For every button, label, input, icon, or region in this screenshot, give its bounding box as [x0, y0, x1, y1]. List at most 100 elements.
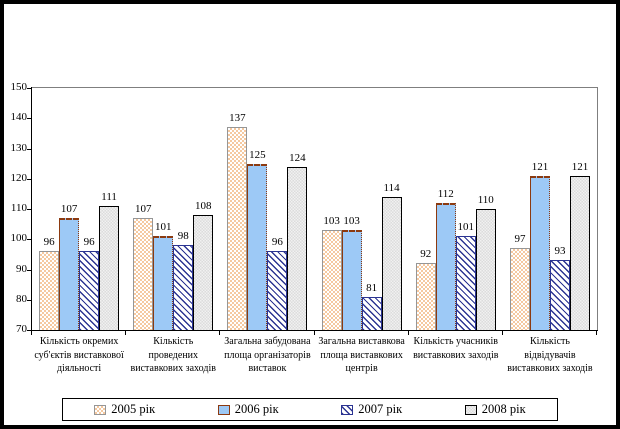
legend-swatch-2008 [464, 404, 477, 415]
y-tick-label-150: 150 [10, 81, 28, 93]
bar-fill-2006 [153, 236, 174, 330]
bar-value-label: 96 [271, 236, 283, 249]
bar-2008-cat2: 108 [193, 200, 214, 330]
bar-value-label: 96 [83, 236, 95, 249]
bar-group-1: 96 107 96 111 [32, 191, 126, 330]
bar-value-label: 101 [457, 221, 475, 234]
legend-label-2005: 2005 рік [111, 402, 156, 416]
category-label-4: Загальна виставкова площа виставкових це… [318, 336, 405, 374]
bar-value-label: 114 [383, 181, 400, 194]
bar-value-label: 98 [177, 230, 189, 243]
y-tick-mark-70 [27, 330, 31, 331]
y-tick-label-80: 80 [16, 292, 27, 305]
bar-2008-cat4: 114 [381, 182, 402, 330]
bar-value-label: 137 [229, 112, 246, 125]
bar-value-label: 103 [343, 215, 360, 228]
bar-fill-2007 [267, 251, 288, 330]
y-tick-mark-100 [27, 239, 31, 241]
bar-value-label: 112 [437, 187, 454, 200]
bar-group-3: 137 125 96 124 [220, 112, 314, 330]
bar-group-6: 97 121 93 121 [503, 161, 597, 330]
bar-value-label: 97 [514, 233, 526, 246]
bar-fill-2006 [529, 175, 550, 330]
bar-2007-cat5: 101 [455, 221, 476, 330]
y-tick-mark-80 [27, 299, 31, 301]
bar-2006-cat3: 125 [247, 149, 268, 330]
x-axis-line [31, 330, 598, 331]
bar-fill-2006 [247, 163, 268, 330]
bar-fill-2005 [321, 230, 342, 330]
bar-2007-cat2: 98 [173, 230, 194, 330]
bar-fill-2007 [455, 236, 476, 330]
y-axis-line [31, 87, 32, 331]
bar-fill-2006 [341, 230, 362, 330]
category-label-6: Кількість відвідувачів виставкових заход… [507, 336, 593, 374]
legend-item-2006: 2006 рік [217, 402, 279, 417]
y-tick-mark-150 [27, 88, 31, 89]
legend-label-2008: 2008 рік [481, 402, 526, 416]
bar-fill-2005 [133, 218, 154, 330]
bar-fill-2008 [193, 215, 214, 330]
bar-value-label: 124 [289, 151, 306, 164]
bar-value-label: 101 [155, 221, 172, 234]
x-tick-mark-0 [31, 331, 32, 335]
legend-item-2008: 2008 рік [464, 402, 526, 417]
legend-swatch-2007 [341, 404, 354, 415]
y-tick-label-110: 110 [10, 202, 27, 214]
bar-value-label: 108 [195, 200, 212, 213]
y-tick-label-90: 90 [16, 262, 27, 275]
bar-fill-2007 [79, 251, 100, 330]
legend-swatch-2006 [217, 404, 230, 415]
bar-2007-cat3: 96 [267, 236, 288, 330]
bar-2008-cat5: 110 [475, 194, 496, 330]
y-tick-label-120: 120 [10, 171, 28, 184]
bar-fill-2007 [361, 296, 382, 330]
bar-2005-cat5: 92 [415, 248, 436, 330]
bar-group-5: 92 112 101 110 [409, 188, 503, 330]
bar-group-2: 107 101 98 108 [126, 200, 220, 330]
bar-fill-2005 [509, 248, 530, 330]
bar-2006-cat4: 103 [341, 215, 362, 330]
legend-item-2007: 2007 рік [341, 402, 402, 417]
bar-2006-cat6: 121 [529, 161, 550, 330]
category-labels: Кількість окремих суб'єктів виставкової … [32, 335, 597, 376]
bar-value-label: 110 [477, 194, 494, 206]
bar-value-label: 121 [571, 160, 589, 173]
bar-fill-2006 [59, 218, 80, 330]
bar-value-label: 107 [135, 203, 152, 216]
x-tick-mark-2 [219, 331, 221, 335]
bar-2008-cat6: 121 [569, 161, 590, 330]
bar-2005-cat2: 107 [133, 203, 154, 330]
bar-2007-cat1: 96 [79, 236, 100, 330]
bar-2006-cat1: 107 [59, 203, 80, 330]
bar-fill-2008 [569, 175, 590, 330]
x-tick-mark-5 [501, 331, 503, 335]
bar-value-label: 103 [323, 215, 340, 228]
legend-label-2006: 2006 рік [234, 402, 279, 416]
bar-fill-2005 [39, 251, 60, 330]
bar-fill-2007 [173, 245, 194, 330]
y-tick-mark-120 [27, 178, 31, 180]
y-tick-label-70: 70 [16, 323, 27, 335]
bar-fill-2008 [475, 209, 496, 330]
bar-2005-cat6: 97 [509, 233, 530, 330]
y-tick-mark-110 [27, 209, 31, 210]
bar-value-label: 125 [249, 148, 266, 161]
bar-groups: 96 107 96 111 107 101 98 108 137 125 96 124 103 103 81… [32, 88, 597, 330]
bar-fill-2005 [227, 127, 248, 330]
bar-2008-cat3: 124 [287, 152, 308, 330]
bar-2006-cat5: 112 [435, 188, 456, 330]
bar-2007-cat4: 81 [361, 282, 382, 330]
bar-fill-2006 [435, 202, 456, 330]
bar-2005-cat3: 137 [227, 112, 248, 330]
bar-2008-cat1: 111 [99, 191, 120, 330]
bar-2005-cat4: 103 [321, 215, 342, 330]
x-tick-mark-4 [407, 331, 409, 335]
bar-value-label: 93 [554, 245, 566, 258]
legend-label-2007: 2007 рік [358, 402, 403, 416]
legend-item-2005: 2005 рік [94, 402, 155, 417]
x-tick-mark-3 [313, 331, 315, 335]
bar-2006-cat2: 101 [153, 221, 174, 330]
y-tick-mark-90 [27, 269, 31, 271]
